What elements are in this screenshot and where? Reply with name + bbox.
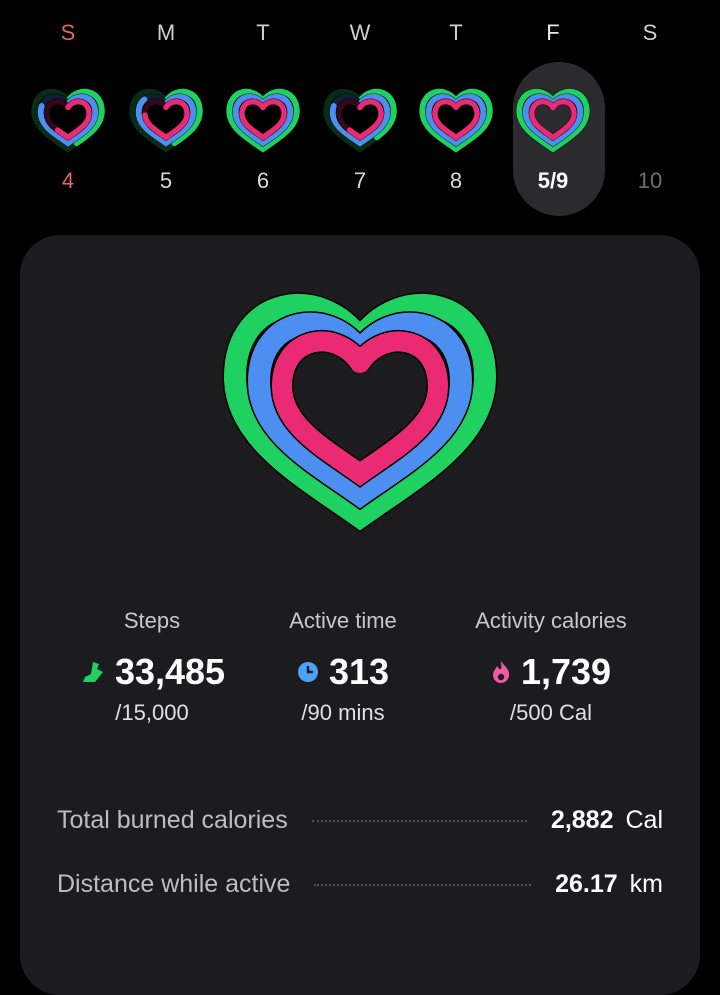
- day-date[interactable]: 10: [637, 168, 663, 193]
- stat-goal: /500 Cal: [510, 700, 592, 725]
- shoe-icon: [82, 662, 103, 682]
- active-ring: [37, 93, 99, 147]
- steps-ring: [419, 88, 493, 153]
- day-rings-heart[interactable]: [28, 82, 108, 154]
- active-ring: [329, 93, 391, 147]
- day-rings-heart[interactable]: [513, 82, 593, 154]
- active-ring: [232, 93, 294, 147]
- day-date[interactable]: 5: [159, 168, 173, 193]
- clock-icon: [297, 662, 318, 682]
- stat-value: 313: [328, 651, 390, 692]
- stat-label: Steps: [123, 608, 181, 633]
- calories-ring: [44, 99, 92, 141]
- calories-ring: [239, 99, 287, 141]
- stat-steps: Steps 33,485 /15,000: [42, 608, 262, 726]
- steps-ring: [516, 88, 590, 153]
- detail-unit: Cal: [625, 806, 663, 834]
- day-rings-heart[interactable]: [126, 82, 206, 154]
- detail-label: Distance while active: [57, 870, 291, 898]
- day-letter: M: [156, 20, 176, 45]
- stat-label: Active time: [289, 608, 397, 633]
- steps-ring: [323, 88, 397, 153]
- calories-ring: [271, 331, 449, 487]
- day-letter: F: [546, 20, 560, 45]
- stat-goal: /15,000: [115, 700, 189, 725]
- active-ring: [522, 93, 584, 147]
- detail-value: 2,882: [550, 806, 614, 834]
- steps-ring: [226, 88, 300, 153]
- detail-total-burned-calories: Total burned calories 2,882 Cal: [57, 806, 663, 835]
- calories-ring: [336, 99, 384, 141]
- day-letter: T: [449, 20, 463, 45]
- steps-ring: [31, 88, 105, 153]
- day-date[interactable]: 7: [353, 168, 367, 193]
- stat-value: 1,739: [520, 651, 612, 692]
- detail-distance-while-active: Distance while active 26.17 km: [57, 870, 663, 899]
- flame-icon: [492, 661, 510, 683]
- day-letter: T: [256, 20, 270, 45]
- detail-value: 26.17: [555, 870, 618, 898]
- steps-ring: [223, 294, 497, 531]
- stat-value: 33,485: [114, 651, 226, 692]
- active-ring: [425, 93, 487, 147]
- active-ring: [135, 93, 197, 147]
- calories-ring: [432, 99, 480, 141]
- detail-label: Total burned calories: [57, 806, 288, 834]
- stat-goal: /90 mins: [301, 700, 385, 725]
- day-letter: W: [349, 20, 371, 45]
- leader-dots: [314, 883, 532, 886]
- stat-activity-calories: Activity calories 1,739 /500 Cal: [441, 608, 661, 726]
- day-rings-heart[interactable]: [223, 82, 303, 154]
- day-date[interactable]: 6: [256, 168, 270, 193]
- day-date[interactable]: 8: [449, 168, 463, 193]
- active-ring: [247, 312, 473, 509]
- day-date[interactable]: 4: [61, 168, 75, 193]
- day-rings-heart[interactable]: [320, 82, 400, 154]
- day-rings-heart[interactable]: [416, 82, 496, 154]
- detail-unit: km: [629, 870, 663, 898]
- calories-ring: [529, 99, 577, 141]
- leader-dots: [311, 819, 527, 822]
- day-letter: S: [642, 20, 658, 45]
- activity-rings-heart: [222, 292, 498, 533]
- calories-ring: [142, 99, 190, 141]
- day-date[interactable]: 5/9: [537, 168, 569, 193]
- day-letter: S: [60, 20, 76, 45]
- steps-ring: [129, 88, 203, 153]
- stat-active-time: Active time 313 /90 mins: [233, 608, 453, 726]
- stat-label: Activity calories: [475, 608, 627, 633]
